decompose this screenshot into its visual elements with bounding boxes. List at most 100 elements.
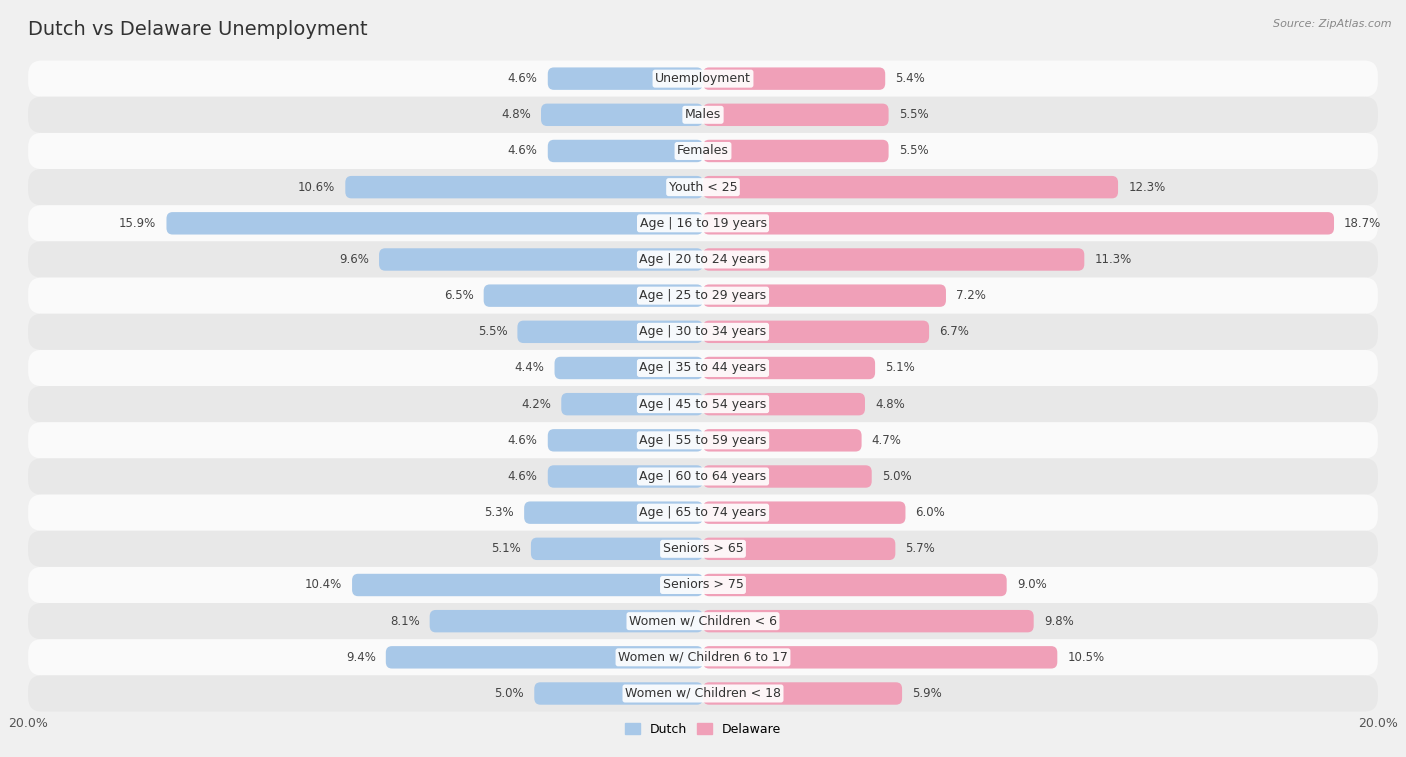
Text: 10.5%: 10.5% — [1067, 651, 1105, 664]
Text: 9.8%: 9.8% — [1043, 615, 1074, 628]
FancyBboxPatch shape — [561, 393, 703, 416]
Text: 5.7%: 5.7% — [905, 542, 935, 556]
FancyBboxPatch shape — [352, 574, 703, 597]
FancyBboxPatch shape — [28, 205, 1378, 241]
FancyBboxPatch shape — [28, 61, 1378, 97]
Text: 7.2%: 7.2% — [956, 289, 986, 302]
FancyBboxPatch shape — [703, 574, 1007, 597]
FancyBboxPatch shape — [548, 466, 703, 488]
FancyBboxPatch shape — [703, 67, 886, 90]
Text: 4.6%: 4.6% — [508, 145, 537, 157]
FancyBboxPatch shape — [524, 501, 703, 524]
FancyBboxPatch shape — [28, 313, 1378, 350]
FancyBboxPatch shape — [703, 610, 1033, 632]
FancyBboxPatch shape — [28, 350, 1378, 386]
Text: 6.5%: 6.5% — [444, 289, 474, 302]
FancyBboxPatch shape — [703, 140, 889, 162]
Text: Females: Females — [678, 145, 728, 157]
Text: 5.5%: 5.5% — [898, 145, 928, 157]
FancyBboxPatch shape — [703, 248, 1084, 271]
Text: 4.6%: 4.6% — [508, 72, 537, 85]
Text: Age | 20 to 24 years: Age | 20 to 24 years — [640, 253, 766, 266]
FancyBboxPatch shape — [548, 140, 703, 162]
FancyBboxPatch shape — [703, 537, 896, 560]
Text: 10.4%: 10.4% — [305, 578, 342, 591]
FancyBboxPatch shape — [28, 459, 1378, 494]
Text: Seniors > 65: Seniors > 65 — [662, 542, 744, 556]
FancyBboxPatch shape — [28, 133, 1378, 169]
Text: 4.4%: 4.4% — [515, 362, 544, 375]
Text: 5.0%: 5.0% — [495, 687, 524, 700]
Text: Source: ZipAtlas.com: Source: ZipAtlas.com — [1274, 19, 1392, 29]
FancyBboxPatch shape — [703, 285, 946, 307]
FancyBboxPatch shape — [517, 321, 703, 343]
FancyBboxPatch shape — [703, 682, 903, 705]
Text: Youth < 25: Youth < 25 — [669, 181, 737, 194]
FancyBboxPatch shape — [166, 212, 703, 235]
FancyBboxPatch shape — [28, 278, 1378, 313]
FancyBboxPatch shape — [703, 501, 905, 524]
FancyBboxPatch shape — [531, 537, 703, 560]
Text: 10.6%: 10.6% — [298, 181, 335, 194]
Text: 4.8%: 4.8% — [875, 397, 905, 410]
FancyBboxPatch shape — [703, 321, 929, 343]
FancyBboxPatch shape — [484, 285, 703, 307]
Text: 4.8%: 4.8% — [501, 108, 531, 121]
Text: 9.0%: 9.0% — [1017, 578, 1046, 591]
Text: Age | 30 to 34 years: Age | 30 to 34 years — [640, 326, 766, 338]
FancyBboxPatch shape — [346, 176, 703, 198]
Text: Age | 65 to 74 years: Age | 65 to 74 years — [640, 506, 766, 519]
FancyBboxPatch shape — [703, 646, 1057, 668]
FancyBboxPatch shape — [28, 531, 1378, 567]
FancyBboxPatch shape — [28, 567, 1378, 603]
Text: 5.5%: 5.5% — [478, 326, 508, 338]
FancyBboxPatch shape — [28, 422, 1378, 459]
FancyBboxPatch shape — [28, 494, 1378, 531]
Text: Males: Males — [685, 108, 721, 121]
FancyBboxPatch shape — [534, 682, 703, 705]
Text: Age | 35 to 44 years: Age | 35 to 44 years — [640, 362, 766, 375]
Text: Unemployment: Unemployment — [655, 72, 751, 85]
FancyBboxPatch shape — [28, 603, 1378, 639]
FancyBboxPatch shape — [703, 104, 889, 126]
FancyBboxPatch shape — [28, 386, 1378, 422]
Text: 18.7%: 18.7% — [1344, 217, 1381, 230]
Text: 5.9%: 5.9% — [912, 687, 942, 700]
Text: 12.3%: 12.3% — [1128, 181, 1166, 194]
Text: 5.1%: 5.1% — [886, 362, 915, 375]
FancyBboxPatch shape — [28, 97, 1378, 133]
FancyBboxPatch shape — [703, 357, 875, 379]
Text: Age | 45 to 54 years: Age | 45 to 54 years — [640, 397, 766, 410]
Legend: Dutch, Delaware: Dutch, Delaware — [620, 718, 786, 741]
Text: 5.5%: 5.5% — [898, 108, 928, 121]
FancyBboxPatch shape — [430, 610, 703, 632]
FancyBboxPatch shape — [548, 429, 703, 451]
FancyBboxPatch shape — [28, 241, 1378, 278]
FancyBboxPatch shape — [380, 248, 703, 271]
Text: 4.6%: 4.6% — [508, 470, 537, 483]
FancyBboxPatch shape — [385, 646, 703, 668]
Text: 5.3%: 5.3% — [485, 506, 515, 519]
FancyBboxPatch shape — [703, 393, 865, 416]
FancyBboxPatch shape — [703, 176, 1118, 198]
Text: Women w/ Children 6 to 17: Women w/ Children 6 to 17 — [619, 651, 787, 664]
Text: 5.0%: 5.0% — [882, 470, 911, 483]
Text: 5.1%: 5.1% — [491, 542, 520, 556]
Text: Age | 55 to 59 years: Age | 55 to 59 years — [640, 434, 766, 447]
Text: 8.1%: 8.1% — [389, 615, 419, 628]
Text: 9.4%: 9.4% — [346, 651, 375, 664]
Text: Seniors > 75: Seniors > 75 — [662, 578, 744, 591]
Text: 6.0%: 6.0% — [915, 506, 945, 519]
FancyBboxPatch shape — [28, 675, 1378, 712]
Text: 4.2%: 4.2% — [522, 397, 551, 410]
Text: 11.3%: 11.3% — [1094, 253, 1132, 266]
FancyBboxPatch shape — [703, 466, 872, 488]
Text: Age | 16 to 19 years: Age | 16 to 19 years — [640, 217, 766, 230]
Text: 15.9%: 15.9% — [120, 217, 156, 230]
Text: Age | 60 to 64 years: Age | 60 to 64 years — [640, 470, 766, 483]
FancyBboxPatch shape — [541, 104, 703, 126]
FancyBboxPatch shape — [703, 212, 1334, 235]
FancyBboxPatch shape — [28, 169, 1378, 205]
Text: 9.6%: 9.6% — [339, 253, 368, 266]
Text: 5.4%: 5.4% — [896, 72, 925, 85]
